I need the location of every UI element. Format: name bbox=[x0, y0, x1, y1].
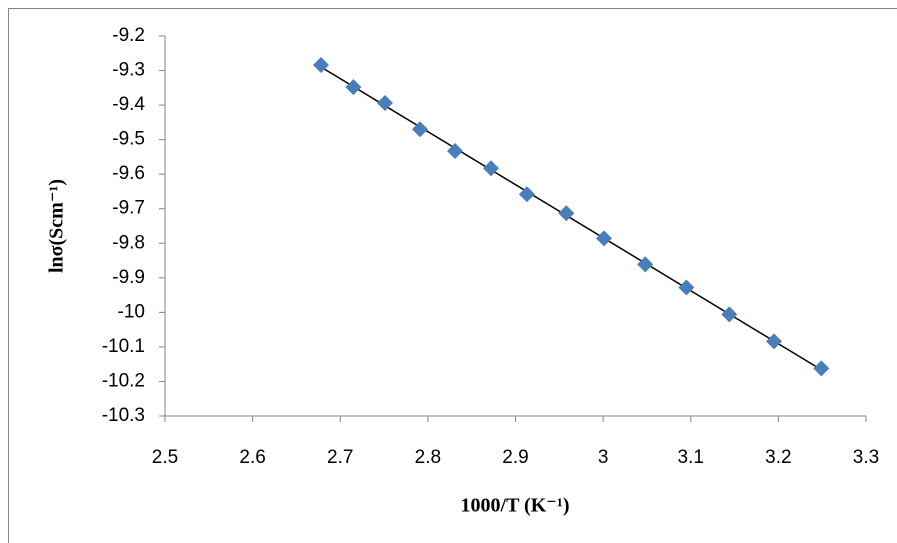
y-tick-label: -9.5 bbox=[112, 129, 145, 150]
y-tick-label: -10.2 bbox=[102, 370, 145, 391]
x-tick-label: 2.5 bbox=[152, 447, 178, 468]
marker bbox=[518, 186, 535, 203]
y-tick-label: -10.1 bbox=[102, 336, 145, 357]
x-tick-label: 3.1 bbox=[678, 447, 704, 468]
x-tick-label: 2.9 bbox=[502, 447, 528, 468]
x-tick-label: 2.6 bbox=[239, 447, 265, 468]
y-tick-label: -9.9 bbox=[112, 267, 145, 288]
x-axis-title: 1000/T (K⁻¹) bbox=[461, 495, 570, 517]
y-tick-label: -10 bbox=[118, 301, 145, 322]
marker bbox=[813, 360, 830, 377]
marker bbox=[376, 95, 393, 112]
y-tick-label: -9.6 bbox=[112, 163, 145, 184]
x-tick-label: 2.8 bbox=[415, 447, 441, 468]
marker bbox=[345, 79, 362, 96]
y-tick-label: -9.7 bbox=[112, 198, 145, 219]
marker bbox=[482, 160, 499, 177]
marker bbox=[765, 333, 782, 350]
marker bbox=[678, 279, 695, 296]
y-tick-label: -9.8 bbox=[112, 232, 145, 253]
marker bbox=[411, 121, 428, 138]
y-tick-label: -10.3 bbox=[102, 405, 145, 426]
x-tick-label: 3.2 bbox=[765, 447, 791, 468]
marker bbox=[596, 230, 613, 247]
marker bbox=[447, 143, 464, 160]
x-tick-label: 3.3 bbox=[853, 447, 879, 468]
x-tick-label: 2.7 bbox=[327, 447, 353, 468]
marker bbox=[312, 57, 329, 74]
marker bbox=[558, 205, 575, 222]
marker bbox=[721, 306, 738, 323]
y-tick-label: -9.2 bbox=[112, 25, 145, 46]
marker bbox=[637, 256, 654, 273]
x-tick-label: 3 bbox=[598, 447, 609, 468]
y-axis-title: lnσ(Scm⁻¹) bbox=[46, 179, 68, 273]
y-tick-label: -9.4 bbox=[112, 94, 145, 115]
trendline bbox=[320, 66, 822, 371]
y-tick-label: -9.3 bbox=[112, 60, 145, 81]
chart-frame bbox=[8, 8, 897, 543]
